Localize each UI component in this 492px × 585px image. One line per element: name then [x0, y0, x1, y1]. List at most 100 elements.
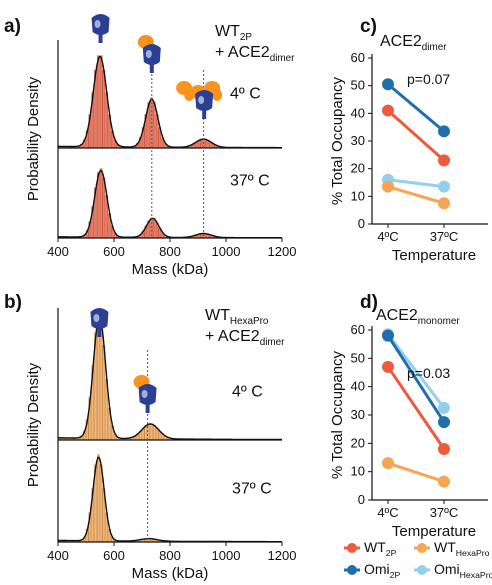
legend-swatch-dot: [417, 565, 427, 575]
legend-title-sample: WTHexaPro: [205, 307, 269, 327]
series-line: [387, 109, 445, 162]
x-tick-label: 1200: [268, 548, 297, 563]
line-panel-d: d)ACE2monomer 0 10 20 30 40 50 60 4ºC 37ºC Tempera…: [329, 292, 488, 540]
y-axis-label: % Total Occupancy: [329, 76, 346, 205]
panel-label-c: c): [360, 16, 377, 37]
subpanel-0: 4º C: [57, 55, 282, 149]
histogram-bar: [102, 70, 106, 149]
histogram-bar: [102, 177, 106, 239]
p-value-annotation: p=0.07: [407, 71, 450, 87]
legend-title-sample: WT2P: [215, 23, 252, 43]
x-tick-label: 1000: [212, 548, 241, 563]
y-tick-label: 50: [351, 78, 365, 93]
subpanel-1: 37º C: [57, 168, 282, 239]
spike-protein-icon: [133, 375, 157, 413]
legend-title-ligand: + ACE2dimer: [205, 328, 285, 348]
temperature-label: 4º C: [232, 383, 263, 400]
x-tick-label: 600: [103, 244, 125, 259]
x-tick-label: 4ºC: [377, 229, 398, 244]
x-axis-label: Mass (kDa): [132, 261, 209, 278]
legend-item-wthexa: WTHexaPro: [414, 539, 490, 558]
y-tick-label: 0: [358, 492, 365, 507]
chart-title: ACE2dimer: [380, 33, 447, 53]
data-point: [382, 360, 394, 373]
series-line: [387, 83, 445, 133]
x-tick-label: 800: [159, 548, 181, 563]
x-tick-label: 1200: [268, 244, 297, 259]
histogram-bar: [96, 454, 100, 543]
data-point: [438, 416, 450, 429]
temperature-label: 4º C: [230, 86, 261, 103]
data-point: [438, 401, 450, 414]
data-point: [382, 180, 394, 193]
y-axis-label: % Total Occupancy: [329, 350, 346, 479]
histogram-bar: [99, 55, 103, 149]
data-point: [382, 329, 394, 342]
histogram-bar: [200, 138, 204, 149]
spike-protein-icon: [90, 308, 109, 337]
histogram-bar: [152, 425, 156, 441]
temperature-label: 37º C: [230, 173, 270, 190]
y-axis-label: Probability Density: [25, 76, 42, 201]
histogram-bar: [150, 423, 153, 441]
legend-label: Omi2P: [364, 561, 400, 580]
histogram-bar: [99, 464, 103, 543]
y-tick-label: 40: [351, 105, 365, 120]
subpanel-1: 37º C: [57, 454, 282, 543]
chart-title: ACE2monomer: [376, 307, 460, 327]
series-omi2p: [382, 329, 450, 429]
data-point: [438, 475, 450, 488]
x-tick-label: 4ºC: [377, 505, 398, 520]
y-tick-label: 30: [351, 407, 365, 422]
histogram-bar: [99, 168, 103, 239]
x-tick-label: 600: [103, 548, 125, 563]
series-wthexa: [382, 457, 450, 488]
legend-label: WT2P: [364, 539, 397, 558]
series-wt2p: [382, 360, 450, 455]
y-tick-label: 10: [351, 188, 365, 203]
x-tick-label: 800: [159, 244, 181, 259]
data-point: [438, 154, 450, 167]
series-omi2p: [382, 78, 450, 138]
series-line: [387, 461, 445, 484]
data-point: [438, 443, 450, 455]
spike-protein-icon: [176, 81, 223, 119]
x-tick-label: 400: [47, 244, 69, 259]
series-line: [387, 185, 445, 205]
histogram-panel-b: b) WTHexaPro+ ACE2dimer 4º C 37º C Probabili…: [4, 292, 296, 582]
x-tick-label: 1000: [212, 244, 241, 259]
series-wt2p: [382, 104, 450, 167]
x-tick-label: 37ºC: [430, 229, 459, 244]
data-point: [382, 78, 394, 91]
data-point: [438, 125, 450, 138]
spike-protein-icon: [91, 14, 110, 43]
y-tick-label: 60: [351, 50, 365, 65]
y-tick-label: 60: [351, 322, 365, 337]
series-line: [386, 365, 446, 450]
line-panel-c: c)ACE2dimer 0 10 20 30 40 50 60 4ºC 37ºC Temperatu…: [329, 16, 488, 264]
histogram-bar: [152, 218, 156, 239]
histogram-bar: [96, 55, 100, 149]
y-tick-label: 0: [358, 216, 365, 231]
series-wthexa: [382, 180, 450, 210]
x-tick-label: 400: [47, 548, 69, 563]
histogram-bar: [99, 318, 103, 441]
y-tick-label: 30: [351, 133, 365, 148]
histogram-panel-a: a) WT2P+ ACE2dimer 4º C 37º C Probability De…: [4, 14, 296, 278]
spike-protein-icon: [137, 35, 161, 73]
panel-label-a: a): [4, 16, 21, 37]
data-point: [438, 197, 450, 210]
temperature-label: 37º C: [232, 481, 272, 498]
series-line: [386, 334, 446, 423]
data-point: [382, 457, 394, 470]
series-line: [386, 333, 446, 409]
y-tick-label: 40: [351, 379, 365, 394]
series-line: [387, 178, 445, 189]
panel-label-d: d): [360, 292, 378, 313]
legend-item-wt2p: WT2P: [344, 539, 397, 558]
x-axis-label: Temperature: [392, 523, 476, 540]
legend-label: OmiHexaPro: [434, 561, 492, 580]
histogram-bar: [152, 102, 156, 149]
legend-title-ligand: + ACE2dimer: [215, 44, 295, 64]
